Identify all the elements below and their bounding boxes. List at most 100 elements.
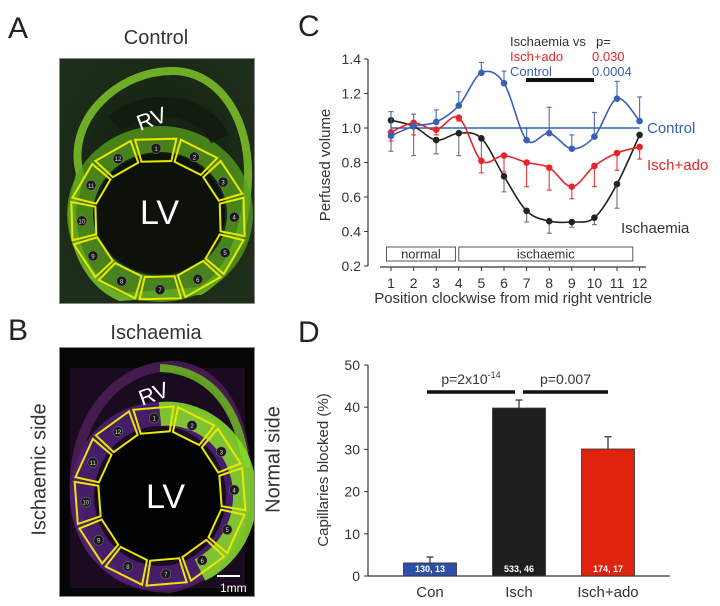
roi-segment-number: 2 <box>190 424 194 430</box>
significance-p-label: p=0.007 <box>540 371 591 387</box>
chart-d-x-tick-label: Isch <box>505 584 533 601</box>
data-point <box>432 118 440 126</box>
roi-segment-number: 8 <box>126 565 130 571</box>
roi-segment-number-marker <box>122 561 134 572</box>
roi-segment <box>72 236 115 279</box>
chart-c-region-box <box>385 246 456 262</box>
chart-c-region-box <box>458 246 634 262</box>
panel-letter-a: A <box>8 12 29 45</box>
rv-cavity <box>107 96 229 145</box>
roi-segment <box>201 159 244 202</box>
lv-label: LV <box>140 194 179 232</box>
data-point <box>636 117 643 125</box>
lv-cavity <box>95 154 225 274</box>
chart-c-y-tick-label: 0.4 <box>342 224 362 240</box>
roi-segment <box>171 405 216 447</box>
roi-segment-number-marker <box>186 420 198 431</box>
data-point <box>432 126 440 134</box>
data-point <box>455 129 463 137</box>
roi-segment-number: 6 <box>196 278 200 284</box>
chart-c-x-tick-label: 11 <box>610 275 625 291</box>
roi-segment-number: 4 <box>233 216 237 222</box>
data-point <box>636 143 643 151</box>
data-point <box>591 214 598 221</box>
perfused-volume-line-chart: 0.20.40.60.81.01.21.41 2 3 4 5 6 7 8 9 10 11 12 nor… <box>317 34 708 307</box>
roi-segment <box>138 275 183 301</box>
chart-c-x-tick-label: 12 <box>632 275 648 291</box>
data-point <box>500 173 508 180</box>
significance-p-label: p=2x10-14 <box>441 370 500 387</box>
chart-c-x-tick-label: 5 <box>478 275 486 291</box>
roi-segment-number: 3 <box>220 450 224 456</box>
roi-segment-number-marker <box>93 534 104 546</box>
roi-segment <box>204 233 246 276</box>
data-point <box>636 131 643 139</box>
roi-segment-number-marker <box>148 412 160 424</box>
roi-segment <box>104 545 149 587</box>
data-point <box>613 149 621 157</box>
data-point <box>500 152 508 159</box>
roi-segment <box>77 518 120 566</box>
chart-c-axes: 0.20.40.60.81.01.21.41 2 3 4 5 6 7 8 9 10 11 12 <box>342 51 648 291</box>
chart-d-x-tick-label: Con <box>416 584 444 601</box>
significance-row-p: 0.0004 <box>592 64 632 79</box>
ischaemia-heart-micrograph: 1 2 3 4 5 6 7 8 9 10 11 12 RV LV 1mm <box>59 347 255 597</box>
roi-segment <box>94 409 139 454</box>
roi-segment-number-marker <box>150 143 162 154</box>
roi-segment-number-marker <box>112 426 124 437</box>
lv-label: LV <box>146 478 185 516</box>
bar-count-label: 533, 46 <box>504 564 534 574</box>
roi-segment-number-marker <box>228 484 240 496</box>
significance-p-header: p= <box>596 34 611 49</box>
chart-d-y-tick-label: 50 <box>344 357 360 373</box>
roi-segment-number-marker <box>221 524 233 535</box>
roi-segment-number-marker <box>85 180 97 191</box>
bar-con <box>403 562 457 577</box>
roi-segment <box>218 466 247 512</box>
roi-segment-number-marker <box>116 275 127 287</box>
data-point <box>545 217 553 225</box>
roi-segment-number: 4 <box>232 488 236 494</box>
roi-segment-number: 5 <box>223 251 227 257</box>
roi-segment <box>173 138 219 177</box>
roi-segment <box>181 538 226 583</box>
data-point <box>568 145 576 152</box>
data-point <box>613 180 621 188</box>
chart-c-series: Control Isch+ado Ischaemia <box>387 61 708 237</box>
data-point <box>568 183 576 190</box>
data-point <box>387 132 395 140</box>
chart-c-y-axis-label: Perfused volume <box>317 109 334 222</box>
rv-wall <box>67 66 253 302</box>
panel-a-title: Control <box>123 27 189 49</box>
data-point <box>455 114 463 121</box>
chart-c-y-tick-label: 1.2 <box>342 86 362 102</box>
chart-d-x-tick-label: Isch+ado <box>577 584 638 601</box>
series-label-control: Control <box>647 120 695 137</box>
roi-segment-number: 11 <box>90 461 97 467</box>
chart-c-y-tick-label: 1.0 <box>342 120 362 136</box>
roi-segment-number-marker <box>154 284 166 295</box>
roi-segment <box>74 437 113 484</box>
roi-segment-number: 5 <box>225 528 229 534</box>
roi-segment-number: 7 <box>164 572 168 578</box>
bar-isch <box>492 407 546 577</box>
roi-segment-number-marker <box>87 457 99 468</box>
chart-c-significance: Ischaemia vs p= Isch+ado 0.030 Control 0.0004 <box>510 34 632 82</box>
roi-segment-number: 11 <box>88 184 95 190</box>
significance-row-label: Isch+ado <box>510 49 563 64</box>
roi-segment <box>207 508 246 555</box>
p-value-exponent: -14 <box>488 370 501 380</box>
bar-count-label: 174, 17 <box>593 564 623 574</box>
roi-segment <box>70 162 112 205</box>
chart-d-y-axis-label: Capillaries blocked (%) <box>315 393 332 546</box>
roi-segment-number-marker <box>228 211 240 223</box>
data-point <box>478 157 485 165</box>
data-point <box>523 136 530 144</box>
chart-c-x-tick-label: 4 <box>455 275 463 291</box>
chart-c-x-tick-label: 2 <box>410 275 418 291</box>
chart-c-y-tick-label: 0.2 <box>342 258 362 274</box>
chart-c-x-tick-label: 1 <box>387 275 395 291</box>
